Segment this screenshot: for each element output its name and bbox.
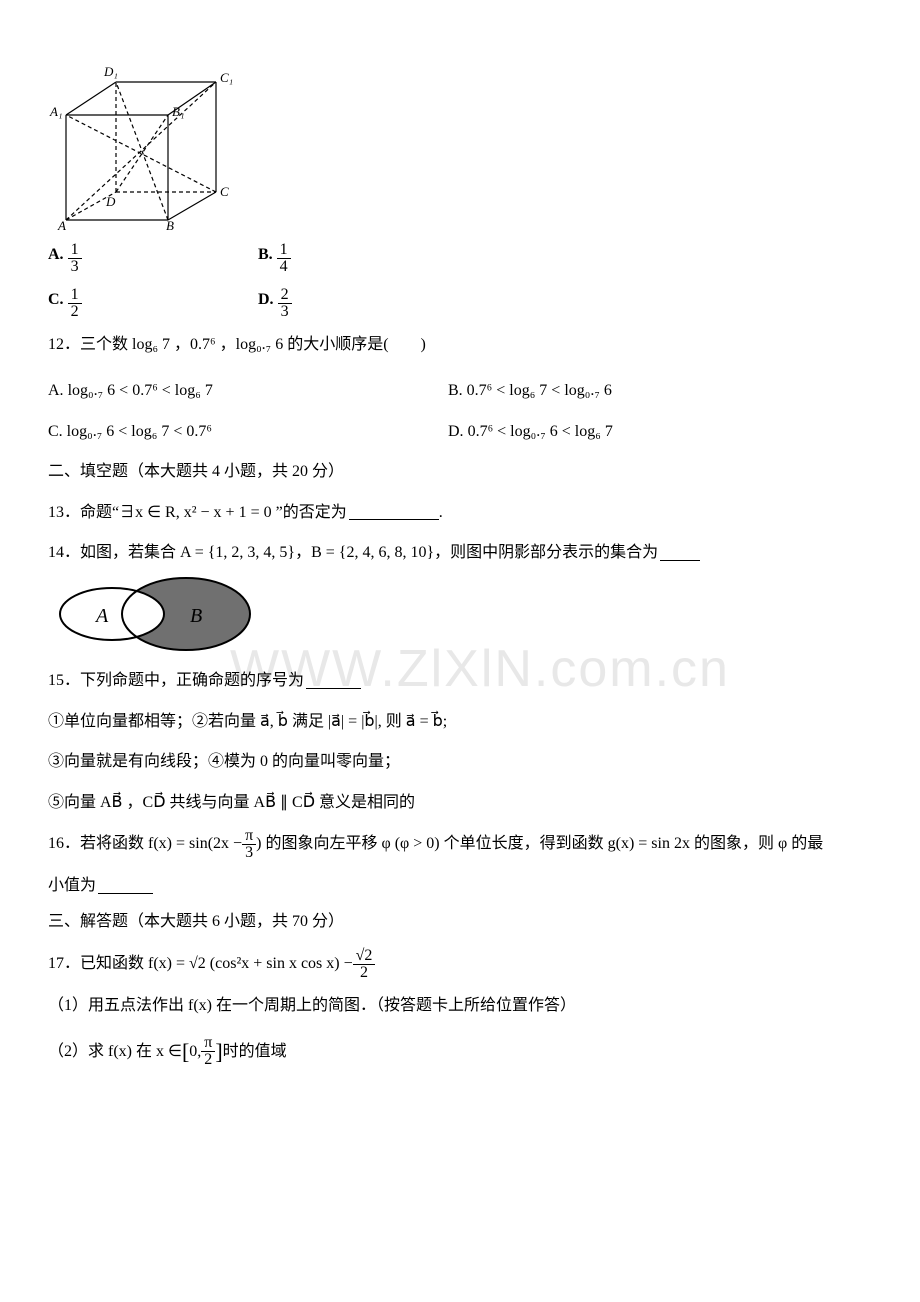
q11-choice-D: D. 23 <box>258 285 468 320</box>
q11-choice-C: C. 12 <box>48 285 258 320</box>
q11-choice-row-1: A. 13 B. 14 <box>48 240 856 275</box>
cube-label-C1: C₁ <box>220 70 233 85</box>
q13: 13．命题“∃x ∈ R, x² − x + 1 = 0 ”的否定为. <box>48 498 856 528</box>
q14: 14．如图，若集合 A = {1, 2, 3, 4, 5}，B = {2, 4,… <box>48 538 856 568</box>
cube-diagram: A B C D A₁ B₁ C₁ D₁ <box>48 60 248 230</box>
q12-choice-C: C. log₀.₇ 6 < log₆ 7 < 0.7⁶ <box>48 417 448 447</box>
q12-choice-B: B. 0.7⁶ < log₆ 7 < log₀.₇ 6 <box>448 376 848 406</box>
q17-part1: （1）用五点法作出 f(x) 在一个周期上的简图．（按答题卡上所给位置作答） <box>48 991 856 1021</box>
q11-choice-A: A. 13 <box>48 240 258 275</box>
q14-blank <box>660 546 700 561</box>
q11-choice-row-2: C. 12 D. 23 <box>48 285 856 320</box>
cube-label-D: D <box>105 194 116 209</box>
q13-blank <box>349 505 439 520</box>
q15-line1: ①单位向量都相等；②若向量 a⃗, b⃗ 满足 |a⃗| = |b⃗|, 则 a… <box>48 707 856 737</box>
q16-blank <box>98 879 153 894</box>
cube-label-C: C <box>220 184 229 199</box>
venn-label-A: A <box>94 605 109 627</box>
q15-stem: 15．下列命题中，正确命题的序号为 <box>48 666 856 696</box>
q15-blank <box>306 674 361 689</box>
cube-label-B: B <box>166 218 174 230</box>
q15-line3: ⑤向量 AB⃗ ，CD⃗ 共线与向量 AB⃗ ∥ CD⃗ 意义是相同的 <box>48 788 856 818</box>
q11-choice-B: B. 14 <box>258 240 468 275</box>
q12-stem: 12．三个数 log₆ 7 ，0.7⁶ ，log₀.₇ 6 的大小顺序是( ) <box>48 330 856 360</box>
cube-label-A1: A₁ <box>49 104 62 119</box>
section-3-heading: 三、解答题（本大题共 6 小题，共 70 分） <box>48 907 856 937</box>
q16-line2: 小值为 <box>48 871 856 901</box>
cube-label-B1: B₁ <box>172 104 184 119</box>
venn-label-B: B <box>190 605 202 627</box>
q17-stem: 17．已知函数 f(x) = √2 (cos²x + sin x cos x) … <box>48 948 856 981</box>
cube-label-D1: D₁ <box>103 64 118 79</box>
venn-diagram: A B <box>48 574 258 656</box>
q16-line1: 16．若将函数 f(x) = sin(2x − π3 ) 的图象向左平移 φ (… <box>48 828 856 861</box>
q12-choices: A. log₀.₇ 6 < 0.7⁶ < log₆ 7 B. 0.7⁶ < lo… <box>48 366 856 447</box>
section-2-heading: 二、填空题（本大题共 4 小题，共 20 分） <box>48 457 856 487</box>
q15-line2: ③向量就是有向线段；④模为 0 的向量叫零向量； <box>48 747 856 777</box>
q12-choice-D: D. 0.7⁶ < log₀.₇ 6 < log₆ 7 <box>448 417 848 447</box>
cube-label-A: A <box>57 218 66 230</box>
q17-part2: （2）求 f(x) 在 x ∈ [ 0, π2 ] 时的值域 <box>48 1031 856 1073</box>
q12-choice-A: A. log₀.₇ 6 < 0.7⁶ < log₆ 7 <box>48 376 448 406</box>
